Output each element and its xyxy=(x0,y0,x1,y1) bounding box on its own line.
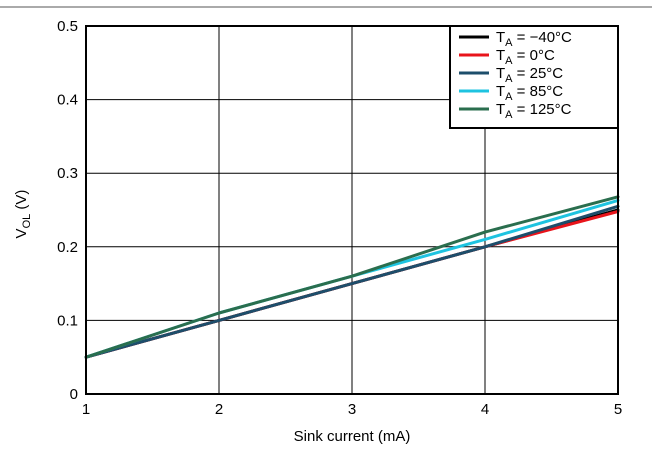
x-tick-label: 5 xyxy=(614,401,622,418)
tick-labels: 1 2 3 4 5 0 0.1 0.2 0.3 0.4 0.5 xyxy=(57,18,622,418)
y-axis-label: VOL (V) xyxy=(13,190,33,239)
x-tick-label: 4 xyxy=(481,401,489,418)
x-tick-label: 1 xyxy=(82,401,90,418)
plot-frame xyxy=(85,25,619,395)
y-tick-label: 0.1 xyxy=(57,312,78,329)
y-tick-label: 0.3 xyxy=(57,165,78,182)
legend-box xyxy=(449,25,619,129)
legend-label: TA = −40°C xyxy=(496,29,572,49)
x-tick-label: 2 xyxy=(215,401,223,418)
y-axis-label-unit: (V) xyxy=(13,190,30,214)
legend-label: TA = 25°C xyxy=(496,65,563,85)
y-tick-label: 0.2 xyxy=(57,239,78,256)
series-line xyxy=(84,195,620,359)
y-tick-label: 0.4 xyxy=(57,92,78,109)
y-axis-label-subscript: OL xyxy=(21,214,33,229)
legend: TA = −40°CTA = 0°CTA = 25°CTA = 85°CTA =… xyxy=(449,25,619,129)
legend-label: TA = 125°C xyxy=(496,101,572,121)
y-tick-label: 0.5 xyxy=(57,18,78,35)
y-tick-label: 0 xyxy=(70,386,78,403)
legend-label: TA = 85°C xyxy=(496,83,563,103)
y-axis-label-main: V xyxy=(13,228,30,238)
legend-label: TA = 0°C xyxy=(496,47,555,67)
x-tick-label: 3 xyxy=(348,401,356,418)
series-line xyxy=(84,204,620,359)
series-lines xyxy=(84,195,620,359)
x-axis-label: Sink current (mA) xyxy=(294,428,411,445)
